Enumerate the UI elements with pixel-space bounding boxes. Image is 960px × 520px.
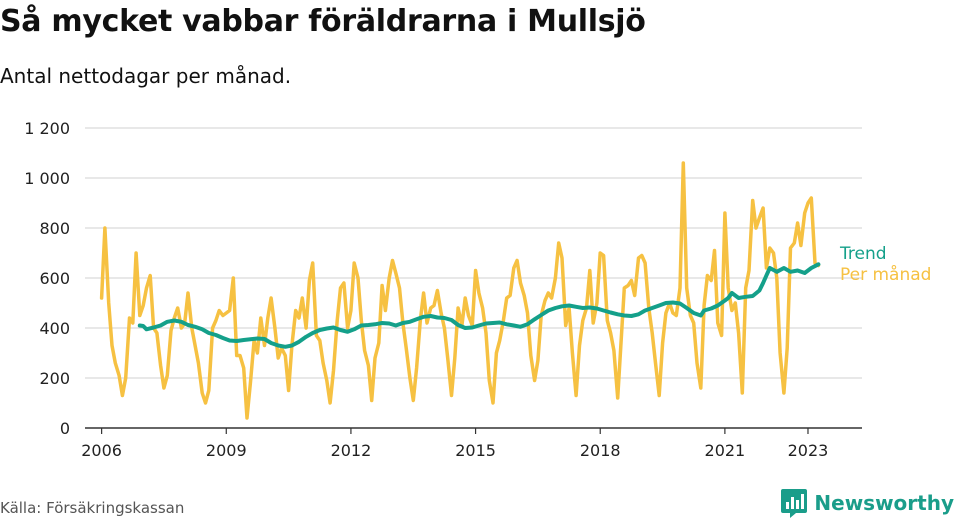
y-tick-label: 0 — [60, 419, 70, 438]
monthly-series-line — [99, 161, 821, 420]
chart-title: Så mycket vabbar föräldrarna i Mullsjö — [0, 4, 646, 39]
y-tick-label: 1 000 — [24, 169, 70, 188]
x-tick-label: 2018 — [580, 441, 621, 460]
y-tick-label: 1 200 — [24, 119, 70, 138]
x-tick-label: 2021 — [705, 441, 746, 460]
legend-label-trend: Trend — [839, 244, 887, 264]
x-tick-label: 2009 — [206, 441, 247, 460]
y-tick-label: 200 — [39, 369, 70, 388]
legend-label-monthly: Per månad — [840, 264, 931, 285]
brand-logo[interactable]: Newsworthy — [780, 486, 954, 520]
y-tick-label: 400 — [39, 319, 70, 338]
chart-subtitle: Antal nettodagar per månad. — [0, 64, 292, 88]
trend-series-line — [137, 262, 821, 349]
x-tick-label: 2006 — [81, 441, 122, 460]
brand-name: Newsworthy — [814, 491, 954, 515]
source-note: Källa: Försäkringskassan — [0, 499, 185, 517]
x-tick-label: 2015 — [455, 441, 496, 460]
x-tick-label: 2023 — [788, 441, 829, 460]
x-tick-label: 2012 — [331, 441, 372, 460]
y-tick-label: 800 — [39, 219, 70, 238]
newsworthy-logo-icon — [781, 489, 808, 518]
y-tick-label: 600 — [39, 269, 70, 288]
